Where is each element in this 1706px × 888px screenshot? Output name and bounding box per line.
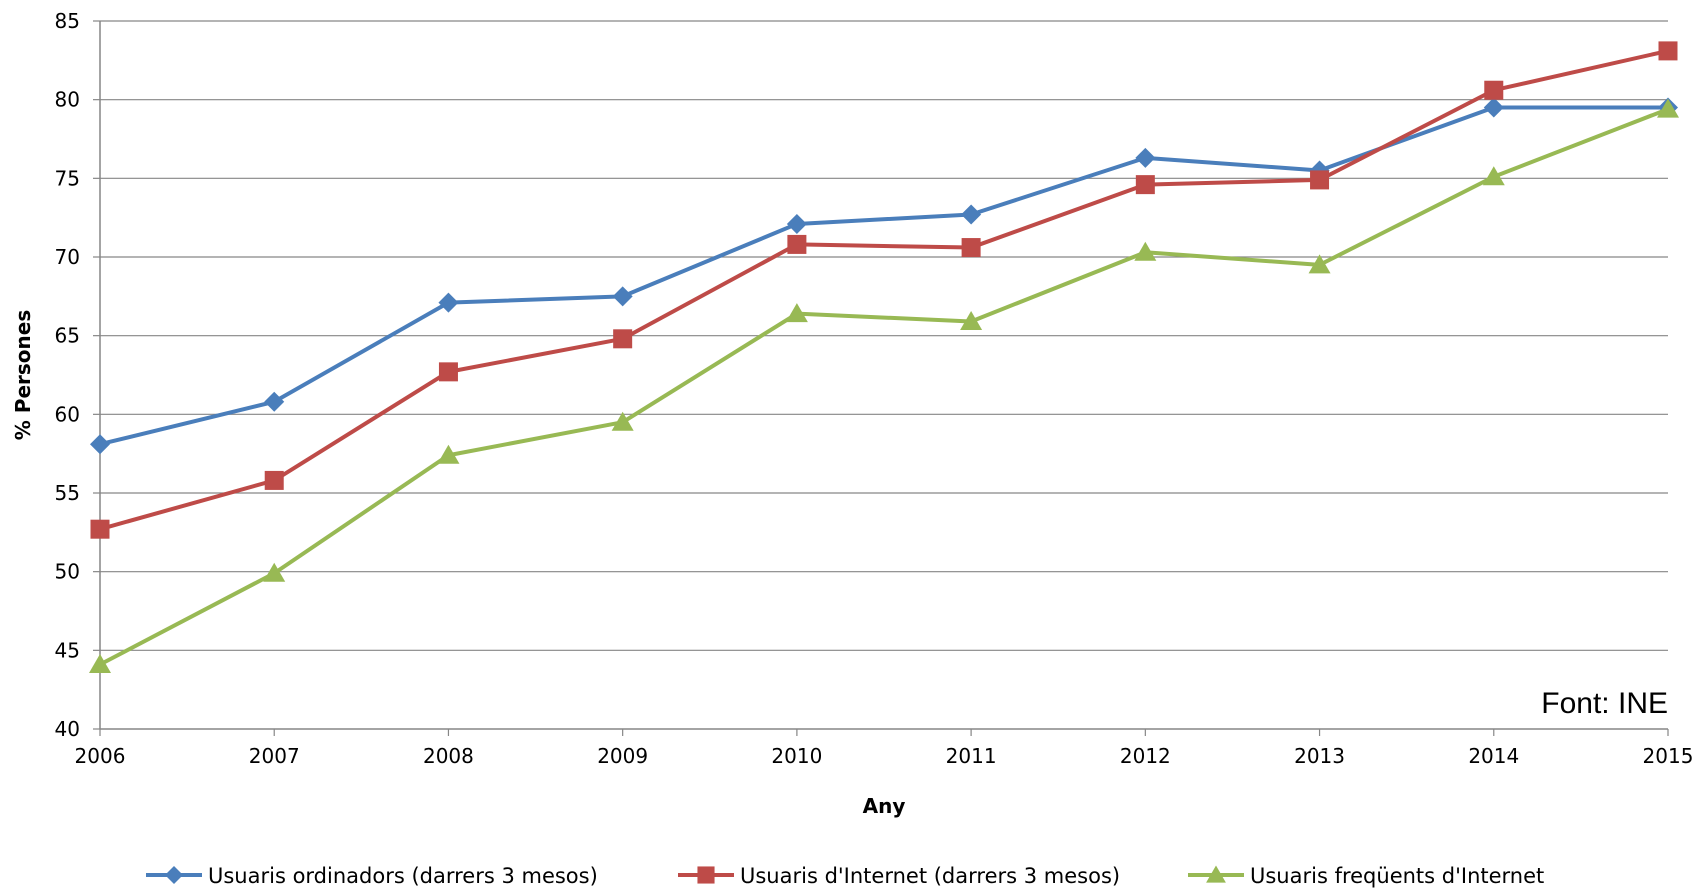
data-point-3 — [960, 311, 983, 331]
y-tick-label: 50 — [55, 560, 80, 584]
data-point-2 — [1658, 41, 1678, 61]
data-point-2 — [1310, 170, 1330, 190]
x-tick-labels: 2006 2007 2008 2009 2010 2011 2012 2013 2014 2015 — [75, 729, 1694, 768]
data-point-3 — [1134, 241, 1157, 261]
data-point-2 — [961, 238, 981, 258]
legend-label-3: Usuaris freqüents d'Internet — [1250, 864, 1544, 888]
x-tick-label: 2013 — [1294, 744, 1345, 768]
x-tick-label: 2007 — [249, 744, 300, 768]
series-line-3 — [99, 107, 1669, 667]
data-point-3 — [785, 303, 808, 323]
x-tick-label: 2015 — [1643, 744, 1694, 768]
y-tick-labels: 40 45 50 55 60 65 70 75 80 85 — [55, 9, 80, 741]
gridlines — [93, 20, 1668, 730]
data-point-2 — [1484, 80, 1504, 100]
data-point-1 — [1483, 97, 1504, 118]
source-annotation: Font: INE — [1541, 687, 1668, 720]
legend: Usuaris ordinadors (darrers 3 mesos) Usua… — [146, 864, 1544, 888]
data-point-3 — [1482, 166, 1505, 186]
data-point-3 — [89, 653, 111, 673]
x-tick-label: 2006 — [75, 744, 126, 768]
x-tick-label: 2009 — [597, 744, 648, 768]
data-point-3 — [1308, 254, 1331, 274]
y-tick-label: 45 — [55, 638, 80, 662]
legend-marker-3 — [1206, 865, 1226, 883]
data-point-1 — [1135, 147, 1156, 168]
data-point-1 — [612, 286, 633, 307]
y-tick-label: 85 — [55, 9, 80, 33]
series-line-1 — [99, 105, 1668, 447]
y-tick-label: 60 — [55, 402, 80, 426]
y-tick-label: 55 — [55, 481, 80, 505]
data-point-1 — [90, 434, 110, 455]
legend-label-2: Usuaris d'Internet (darrers 3 mesos) — [740, 864, 1120, 888]
data-point-3 — [1657, 98, 1679, 118]
y-tick-label: 40 — [55, 717, 80, 741]
data-point-1 — [264, 391, 285, 412]
data-point-1 — [438, 292, 459, 313]
series-line-2 — [99, 48, 1669, 532]
data-point-2 — [1135, 175, 1155, 195]
data-point-3 — [611, 411, 634, 431]
legend-marker-2 — [697, 866, 715, 884]
x-tick-label: 2014 — [1468, 744, 1519, 768]
y-tick-label: 75 — [55, 166, 80, 190]
x-tick-label: 2011 — [946, 744, 997, 768]
x-tick-label: 2012 — [1120, 744, 1171, 768]
x-tick-label: 2008 — [423, 744, 474, 768]
data-point-2 — [613, 329, 633, 349]
data-point-3 — [437, 444, 460, 464]
series-group — [89, 41, 1679, 673]
data-point-1 — [961, 204, 982, 225]
data-point-2 — [787, 234, 807, 254]
data-point-2 — [264, 470, 284, 490]
legend-marker-1 — [165, 866, 183, 884]
legend-label-1: Usuaris ordinadors (darrers 3 mesos) — [208, 864, 598, 888]
data-point-2 — [90, 519, 110, 539]
x-tick-label: 2010 — [771, 744, 822, 768]
y-tick-label: 70 — [55, 245, 80, 269]
data-point-3 — [263, 562, 286, 582]
data-point-1 — [786, 213, 807, 234]
y-tick-label: 80 — [55, 88, 80, 112]
x-axis-title: Any — [863, 794, 906, 818]
data-point-2 — [438, 362, 458, 382]
y-tick-label: 65 — [55, 324, 80, 348]
y-axis-title: % Persones — [11, 310, 35, 440]
